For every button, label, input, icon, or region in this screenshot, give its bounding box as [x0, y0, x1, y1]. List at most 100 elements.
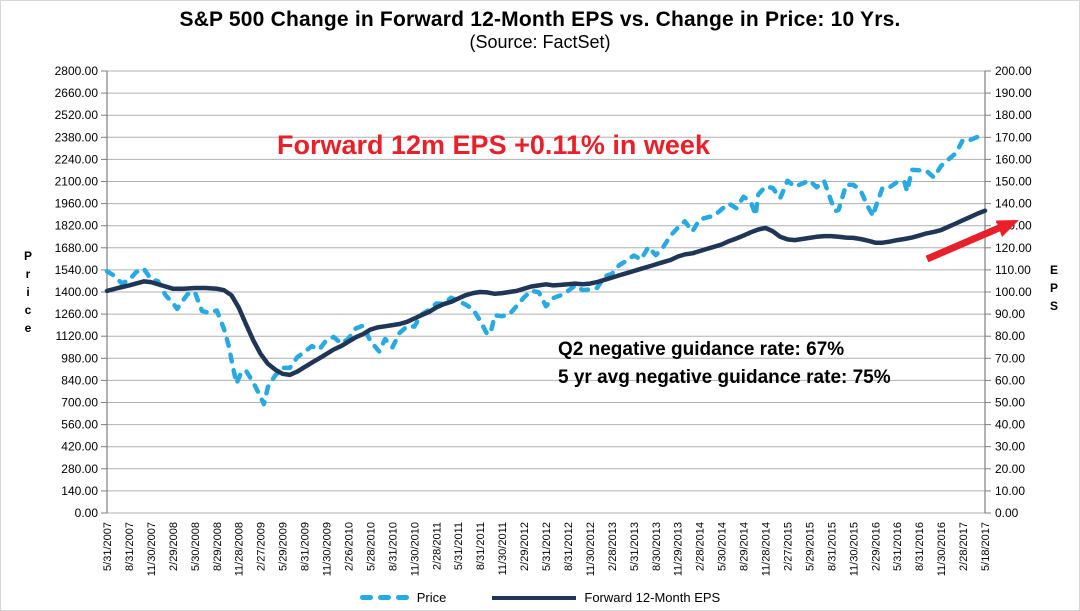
legend: Price Forward 12-Month EPS [1, 590, 1079, 605]
right-axis-tick-label: 70.00 [995, 351, 1025, 365]
eps-legend-swatch [492, 595, 577, 600]
x-axis-tick-label: 5/30/2008 [190, 522, 202, 571]
left-axis-tick-label: 1260.00 [55, 307, 99, 321]
legend-item-price: Price [359, 590, 447, 605]
eps-legend-label: Forward 12-Month EPS [584, 590, 721, 605]
avg-guidance-annotation: 5 yr avg negative guidance rate: 75% [558, 367, 891, 388]
right-axis-tick-label: 110.00 [995, 263, 1031, 277]
x-axis-tick-label: 8/31/2011 [475, 522, 487, 570]
x-axis-tick-label: 11/30/2009 [322, 522, 334, 576]
chart-subtitle: (Source: FactSet) [469, 32, 611, 52]
x-axis-tick-label: 8/29/2014 [739, 522, 751, 571]
right-axis-tick-label: 120.00 [995, 241, 1032, 255]
x-axis-tick-label: 11/30/2012 [585, 522, 597, 576]
x-axis-tick-label: 8/31/2016 [914, 522, 926, 571]
left-axis-tick-label: 1540.00 [55, 263, 99, 277]
q2-guidance-annotation: Q2 negative guidance rate: 67% [558, 339, 845, 360]
annotation-arrow-head [996, 220, 1019, 237]
x-axis-tick-label: 8/31/2010 [387, 522, 399, 571]
right-axis-tick-label: 40.00 [995, 418, 1025, 432]
left-axis-tick-label: 2240.00 [55, 152, 99, 166]
eps-week-change-annotation: Forward 12m EPS +0.11% in week [277, 130, 710, 160]
right-axis-tick-label: 160.00 [995, 152, 1032, 166]
x-axis-tick-label: 11/30/2010 [409, 522, 421, 576]
left-axis-tick-label: 560.00 [61, 418, 98, 432]
x-axis-tick-label: 2/28/2017 [958, 522, 970, 571]
x-axis-tick-label: 5/31/2007 [102, 522, 114, 571]
left-axis-tick-label: 1820.00 [55, 219, 99, 233]
x-axis-tick-label: 2/29/2016 [870, 522, 882, 571]
left-axis-tick-label: 280.00 [61, 462, 98, 476]
right-axis-tick-label: 30.00 [995, 440, 1025, 454]
right-axis-tick-label: 180.00 [995, 108, 1032, 122]
x-axis-tick-label: 5/18/2017 [980, 522, 992, 571]
x-axis-tick-label: 8/30/2013 [651, 522, 663, 571]
price-legend-swatch [359, 595, 409, 600]
x-axis-tick-label: 5/31/2016 [892, 522, 904, 571]
x-axis-tick-label: 5/29/2015 [804, 522, 816, 571]
chart-title: S&P 500 Change in Forward 12-Month EPS v… [179, 8, 901, 31]
legend-item-eps: Forward 12-Month EPS [492, 590, 720, 605]
x-axis-tick-label: 2/27/2009 [256, 522, 268, 571]
x-axis-tick-label: 2/26/2010 [343, 522, 355, 571]
right-axis-tick-label: 10.00 [995, 484, 1025, 498]
right-axis-tick-label: 50.00 [995, 396, 1025, 410]
x-axis-tick-label: 11/29/2013 [673, 522, 685, 576]
x-axis-tick-label: 8/31/2007 [124, 522, 136, 571]
x-axis-tick-label: 11/30/2011 [497, 522, 509, 575]
left-axis-tick-label: 2100.00 [55, 175, 99, 189]
right-axis-tick-label: 200.00 [995, 64, 1032, 78]
left-axis-tick-label: 1960.00 [55, 197, 99, 211]
left-axis-tick-label: 2800.00 [55, 64, 99, 78]
x-axis-tick-label: 5/28/2010 [365, 522, 377, 571]
price-series-line [104, 134, 988, 407]
left-axis-tick-label: 1400.00 [55, 285, 99, 299]
right-axis-tick-label: 60.00 [995, 373, 1025, 387]
right-axis-tick-label: 100.00 [995, 285, 1032, 299]
x-axis-tick-label: 8/31/2009 [300, 522, 312, 571]
left-axis-tick-label: 2660.00 [55, 86, 99, 100]
x-axis-tick-label: 2/27/2015 [782, 522, 794, 571]
x-axis-tick-label: 2/28/2013 [607, 522, 619, 571]
left-axis-tick-label: 840.00 [61, 373, 98, 387]
right-axis-tick-label: 80.00 [995, 329, 1025, 343]
right-axis-tick-label: 90.00 [995, 307, 1025, 321]
eps-series-line [104, 208, 988, 378]
price-legend-label: Price [416, 590, 447, 605]
right-axis-tick-label: 0.00 [995, 506, 1019, 520]
x-axis-tick-label: 8/31/2012 [563, 522, 575, 571]
right-axis-tick-label: 150.00 [995, 175, 1032, 189]
x-axis-tick-label: 5/31/2011 [453, 522, 465, 570]
x-axis-tick-label: 2/29/2012 [519, 522, 531, 571]
left-axis-tick-label: 1680.00 [55, 241, 99, 255]
left-axis-tick-label: 2520.00 [55, 108, 99, 122]
right-axis-title: EPS [1047, 263, 1061, 317]
left-axis-tick-label: 980.00 [61, 351, 98, 365]
x-axis-tick-label: 11/30/2007 [146, 522, 158, 576]
left-axis-tick-label: 1120.00 [56, 329, 99, 343]
x-axis-tick-label: 11/30/2016 [936, 522, 948, 576]
x-axis-tick-label: 5/31/2013 [629, 522, 641, 571]
right-axis-tick-label: 190.00 [995, 86, 1032, 100]
left-axis-tick-label: 700.00 [61, 396, 98, 410]
left-axis-tick-label: 2380.00 [55, 130, 99, 144]
x-axis-tick-label: 11/30/2015 [848, 522, 860, 576]
x-axis-tick-label: 2/28/2011 [431, 522, 443, 570]
x-axis-tick-label: 2/29/2008 [168, 522, 180, 571]
left-axis-tick-label: 0.00 [75, 506, 99, 520]
x-axis-tick-label: 8/31/2015 [826, 522, 838, 571]
right-axis-tick-label: 20.00 [995, 462, 1025, 476]
x-axis-tick-label: 11/28/2008 [234, 522, 246, 576]
right-axis-tick-label: 170.00 [995, 130, 1032, 144]
x-axis-tick-label: 11/28/2014 [761, 522, 773, 576]
x-axis-tick-label: 5/29/2009 [278, 522, 290, 571]
left-axis-tick-label: 140.00 [61, 484, 98, 498]
x-axis-tick-label: 5/31/2012 [541, 522, 553, 571]
x-axis-tick-label: 5/30/2014 [717, 522, 729, 571]
x-axis-tick-label: 2/28/2014 [695, 522, 707, 571]
x-axis-tick-label: 8/29/2008 [212, 522, 224, 571]
left-axis-tick-label: 420.00 [61, 440, 98, 454]
left-axis-title: Price [21, 249, 35, 339]
